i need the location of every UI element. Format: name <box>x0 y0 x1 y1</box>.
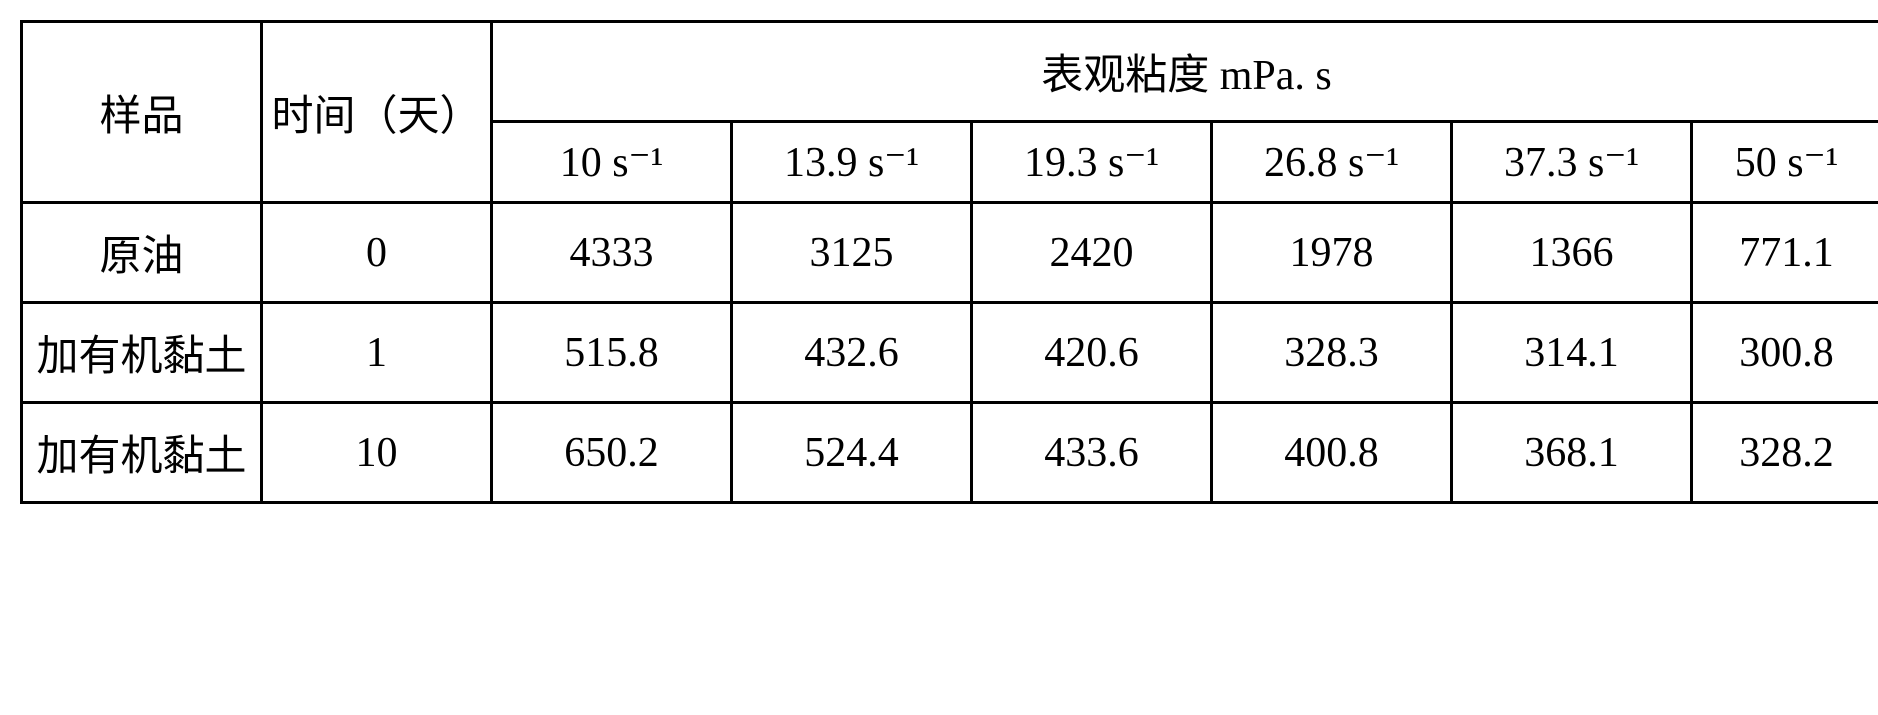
cell-value: 400.8 <box>1212 403 1452 503</box>
table-row: 加有机黏土 10 650.2 524.4 433.6 400.8 368.1 3… <box>22 403 1878 503</box>
cell-value: 432.6 <box>732 303 972 403</box>
viscosity-table: 样品 时间（天） 表观粘度 mPa. s 10 s⁻¹ 13.9 s⁻¹ 19.… <box>20 20 1878 504</box>
table-row: 加有机黏土 1 515.8 432.6 420.6 328.3 314.1 30… <box>22 303 1878 403</box>
cell-value: 433.6 <box>972 403 1212 503</box>
cell-value: 515.8 <box>492 303 732 403</box>
cell-value: 3125 <box>732 203 972 303</box>
cell-value: 771.1 <box>1692 203 1878 303</box>
cell-value: 4333 <box>492 203 732 303</box>
cell-value: 420.6 <box>972 303 1212 403</box>
cell-sample: 原油 <box>22 203 262 303</box>
header-shear-1: 13.9 s⁻¹ <box>732 122 972 203</box>
cell-time: 1 <box>262 303 492 403</box>
header-row-1: 样品 时间（天） 表观粘度 mPa. s <box>22 22 1878 122</box>
header-shear-4: 37.3 s⁻¹ <box>1452 122 1692 203</box>
cell-sample: 加有机黏土 <box>22 303 262 403</box>
cell-value: 300.8 <box>1692 303 1878 403</box>
cell-value: 524.4 <box>732 403 972 503</box>
cell-time: 0 <box>262 203 492 303</box>
cell-value: 328.3 <box>1212 303 1452 403</box>
cell-value: 314.1 <box>1452 303 1692 403</box>
cell-value: 328.2 <box>1692 403 1878 503</box>
cell-value: 2420 <box>972 203 1212 303</box>
header-time: 时间（天） <box>262 22 492 203</box>
header-shear-5: 50 s⁻¹ <box>1692 122 1878 203</box>
header-shear-2: 19.3 s⁻¹ <box>972 122 1212 203</box>
header-viscosity-group: 表观粘度 mPa. s <box>492 22 1878 122</box>
header-shear-3: 26.8 s⁻¹ <box>1212 122 1452 203</box>
header-sample: 样品 <box>22 22 262 203</box>
cell-time: 10 <box>262 403 492 503</box>
cell-value: 368.1 <box>1452 403 1692 503</box>
cell-sample: 加有机黏土 <box>22 403 262 503</box>
table-row: 原油 0 4333 3125 2420 1978 1366 771.1 <box>22 203 1878 303</box>
cell-value: 650.2 <box>492 403 732 503</box>
cell-value: 1978 <box>1212 203 1452 303</box>
header-shear-0: 10 s⁻¹ <box>492 122 732 203</box>
cell-value: 1366 <box>1452 203 1692 303</box>
